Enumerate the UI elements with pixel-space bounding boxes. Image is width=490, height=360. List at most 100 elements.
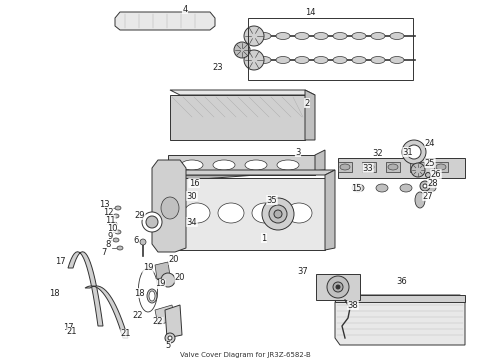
Ellipse shape <box>113 214 119 218</box>
Polygon shape <box>170 90 315 95</box>
Bar <box>338 162 352 172</box>
Circle shape <box>336 285 340 289</box>
Text: 19: 19 <box>155 279 165 288</box>
Ellipse shape <box>184 203 210 223</box>
Ellipse shape <box>400 184 412 192</box>
Polygon shape <box>168 170 325 180</box>
Ellipse shape <box>424 184 436 192</box>
Ellipse shape <box>376 184 388 192</box>
Ellipse shape <box>213 160 235 170</box>
Text: 28: 28 <box>428 179 439 188</box>
Text: 33: 33 <box>363 163 373 172</box>
Polygon shape <box>68 252 103 326</box>
Bar <box>362 162 376 172</box>
Ellipse shape <box>115 230 121 234</box>
Polygon shape <box>155 262 170 279</box>
Polygon shape <box>335 295 465 345</box>
Polygon shape <box>325 170 335 250</box>
Circle shape <box>244 50 264 70</box>
Circle shape <box>274 210 282 218</box>
Ellipse shape <box>352 184 364 192</box>
Text: 22: 22 <box>133 311 143 320</box>
Circle shape <box>402 140 426 164</box>
Text: 20: 20 <box>175 274 185 283</box>
Text: 19: 19 <box>143 264 153 273</box>
Ellipse shape <box>257 32 271 40</box>
Text: 25: 25 <box>425 158 435 167</box>
Circle shape <box>420 181 430 191</box>
Text: 24: 24 <box>425 139 435 148</box>
Circle shape <box>168 336 172 340</box>
Text: 36: 36 <box>396 278 407 287</box>
Text: 12: 12 <box>103 207 113 216</box>
Text: 31: 31 <box>403 148 413 157</box>
Circle shape <box>146 216 158 228</box>
Ellipse shape <box>286 203 312 223</box>
Circle shape <box>425 172 431 177</box>
Text: 38: 38 <box>347 301 358 310</box>
Text: 22: 22 <box>153 318 163 327</box>
Polygon shape <box>175 178 325 250</box>
Circle shape <box>327 276 349 298</box>
Ellipse shape <box>113 238 119 242</box>
Text: 30: 30 <box>187 192 197 201</box>
Text: 16: 16 <box>189 179 199 188</box>
Text: 11: 11 <box>105 216 115 225</box>
Polygon shape <box>155 305 175 325</box>
Text: 1: 1 <box>261 234 267 243</box>
Ellipse shape <box>161 197 179 219</box>
Circle shape <box>269 205 287 223</box>
Text: 23: 23 <box>213 63 223 72</box>
Polygon shape <box>170 95 305 140</box>
Text: 2: 2 <box>304 99 310 108</box>
Ellipse shape <box>276 57 290 63</box>
Text: 6: 6 <box>133 235 139 244</box>
Ellipse shape <box>333 32 347 40</box>
Polygon shape <box>115 12 215 30</box>
Polygon shape <box>152 160 186 252</box>
Ellipse shape <box>181 160 203 170</box>
Ellipse shape <box>364 164 374 170</box>
Text: 9: 9 <box>107 231 113 240</box>
Text: 32: 32 <box>373 149 383 158</box>
Polygon shape <box>175 170 335 175</box>
Circle shape <box>142 212 162 232</box>
Ellipse shape <box>333 57 347 63</box>
Ellipse shape <box>371 57 385 63</box>
Polygon shape <box>338 158 465 178</box>
Text: 20: 20 <box>169 256 179 265</box>
Text: 8: 8 <box>105 239 111 248</box>
Ellipse shape <box>111 222 117 226</box>
Text: 10: 10 <box>107 224 117 233</box>
Ellipse shape <box>340 164 350 170</box>
Ellipse shape <box>390 57 404 63</box>
Ellipse shape <box>352 32 366 40</box>
Polygon shape <box>165 305 182 338</box>
Ellipse shape <box>415 192 425 208</box>
Text: 18: 18 <box>49 289 59 298</box>
Circle shape <box>333 282 343 292</box>
Circle shape <box>234 42 250 58</box>
Polygon shape <box>85 286 128 338</box>
Text: 34: 34 <box>187 217 197 226</box>
Polygon shape <box>335 295 465 302</box>
Polygon shape <box>315 150 325 175</box>
Circle shape <box>140 239 146 245</box>
Circle shape <box>423 184 427 188</box>
Bar <box>248 18 413 80</box>
Ellipse shape <box>147 289 157 303</box>
Ellipse shape <box>352 57 366 63</box>
Text: 5: 5 <box>166 342 171 351</box>
Text: 26: 26 <box>431 170 441 179</box>
Text: 3: 3 <box>295 148 301 157</box>
Ellipse shape <box>245 160 267 170</box>
Ellipse shape <box>436 164 446 170</box>
Text: 27: 27 <box>423 192 433 201</box>
Ellipse shape <box>117 246 123 250</box>
Ellipse shape <box>390 32 404 40</box>
Ellipse shape <box>371 32 385 40</box>
Circle shape <box>262 198 294 230</box>
Text: 14: 14 <box>305 8 315 17</box>
Polygon shape <box>168 155 315 175</box>
Text: 17: 17 <box>63 324 74 333</box>
